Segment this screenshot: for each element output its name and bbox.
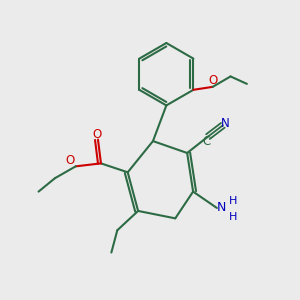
Text: O: O (209, 74, 218, 87)
Text: C: C (202, 136, 211, 148)
Text: O: O (93, 128, 102, 141)
Text: H: H (229, 212, 237, 222)
Text: O: O (66, 154, 75, 167)
Text: H: H (229, 196, 237, 206)
Text: N: N (220, 117, 229, 130)
Text: N: N (217, 202, 226, 214)
